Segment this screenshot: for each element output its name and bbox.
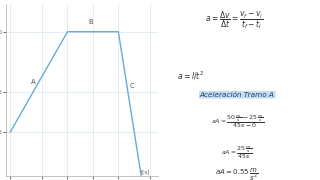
Text: $aA = \dfrac{50\,\frac{m}{s} - 25\,\frac{m}{s}}{45s - 0}$: $aA = \dfrac{50\,\frac{m}{s} - 25\,\frac… (211, 114, 264, 130)
Text: Aceleración Tramo A: Aceleración Tramo A (200, 92, 275, 98)
Text: $\mathit{a} = \dfrac{\Delta v}{\Delta t} = \dfrac{v_f - v_i}{t_f - t_i}$: $\mathit{a} = \dfrac{\Delta v}{\Delta t}… (205, 9, 263, 31)
Text: C: C (130, 83, 135, 89)
Text: A: A (31, 79, 36, 85)
Text: t[s]: t[s] (141, 169, 150, 174)
Text: B: B (88, 19, 93, 25)
Text: $\mathit{a} = \mathit{l/t^2}$: $\mathit{a} = \mathit{l/t^2}$ (177, 69, 204, 82)
Text: $aA = 0.55\,\dfrac{m}{s^2}$: $aA = 0.55\,\dfrac{m}{s^2}$ (215, 166, 259, 180)
Text: $aA = \dfrac{25\,\frac{m}{s}}{45s}$: $aA = \dfrac{25\,\frac{m}{s}}{45s}$ (221, 145, 253, 161)
